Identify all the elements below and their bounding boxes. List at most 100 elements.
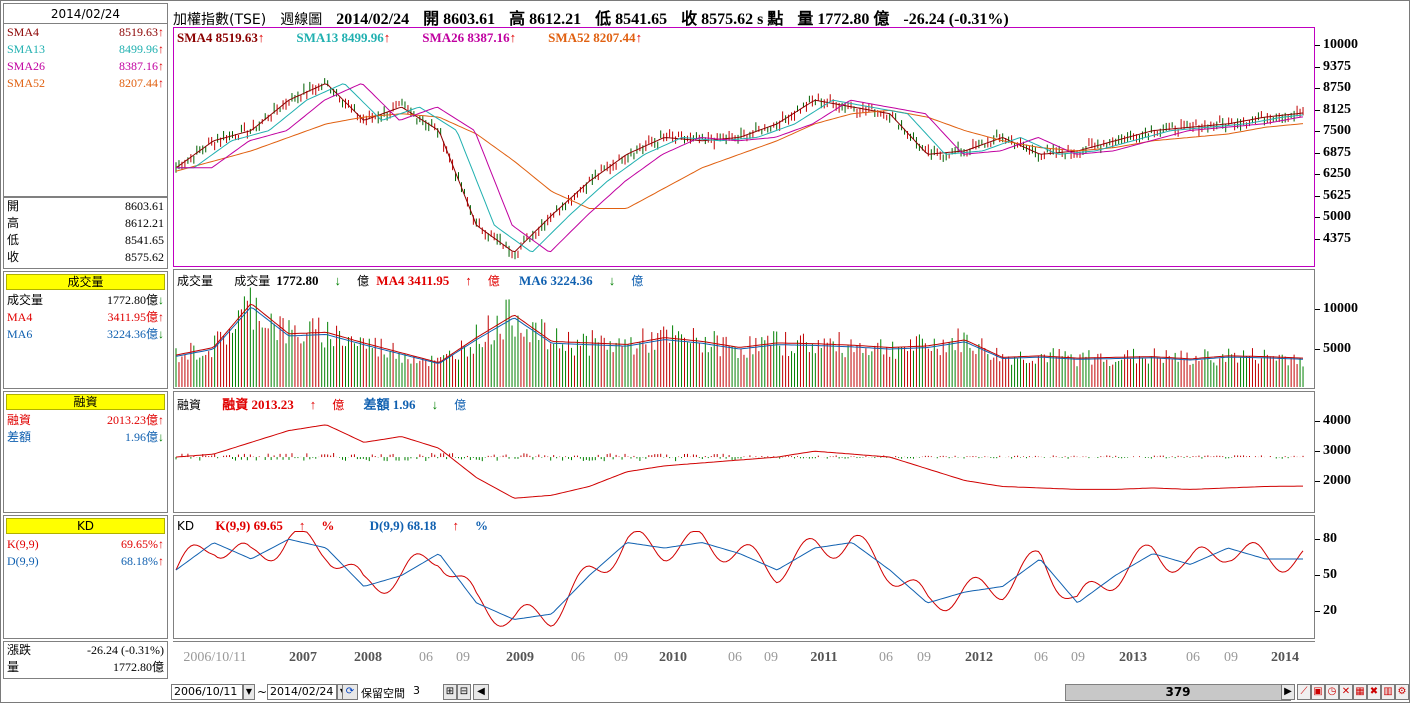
margin-list: 融資 2013.23億↑ 差額 1.96億↓ bbox=[4, 412, 167, 446]
ma4-line bbox=[175, 303, 1304, 363]
settings-icon[interactable]: ⚙ bbox=[1395, 684, 1409, 700]
volume-value: 3224.36億↓ bbox=[106, 327, 164, 341]
kd-title[interactable]: KD bbox=[6, 518, 165, 534]
y-tick-label: 80 bbox=[1315, 531, 1337, 546]
y-tick-label: 2000 bbox=[1315, 473, 1351, 488]
sma-line bbox=[176, 83, 1304, 253]
scroll-position[interactable]: 379 bbox=[1065, 684, 1291, 701]
x-tick-label: 06 bbox=[1186, 650, 1200, 665]
index-title: 加權指數(TSE) bbox=[173, 12, 267, 28]
kd-row: K(9,9) 69.65%↑ bbox=[4, 536, 167, 553]
arrow-up-icon: ↑ bbox=[158, 554, 164, 568]
arrow-up-icon: ↑ bbox=[158, 537, 164, 551]
arrow-up-icon: ↑ bbox=[158, 59, 164, 73]
y-tick-label: 3000 bbox=[1315, 443, 1351, 458]
end-date-input[interactable]: 2014/02/24 bbox=[267, 684, 337, 700]
ohlc-value: 8541.65 bbox=[125, 233, 164, 247]
volume-label: MA6 bbox=[7, 327, 33, 341]
start-date-input[interactable]: 2006/10/11 bbox=[171, 684, 243, 700]
quote-change: -26.24 (-0.31%) bbox=[903, 11, 1009, 28]
margin-panel[interactable]: 融資 融資 2013.23 ↑ 億 差額 1.96 ↓ 億 bbox=[173, 391, 1315, 513]
volume-panel[interactable]: 成交量 成交量 1772.80 ↓ 億 MA4 3411.95 ↑ 億 MA6 3224.… bbox=[173, 269, 1315, 389]
y-tick-label: 6250 bbox=[1315, 166, 1351, 182]
y-tick-label: 5625 bbox=[1315, 187, 1351, 203]
zoom-out-icon[interactable]: ⊟ bbox=[457, 684, 471, 700]
clock-icon[interactable]: ◷ bbox=[1325, 684, 1339, 700]
x-tick-label: 2012 bbox=[965, 650, 993, 665]
start-date-dropdown[interactable]: ▼ bbox=[243, 684, 255, 700]
scroll-right-button[interactable]: ▶ bbox=[1281, 684, 1295, 700]
ohlc-box: 開 8603.61 高 8612.21 低 8541.65 收 8575.62 bbox=[3, 197, 168, 269]
sma-line bbox=[176, 83, 1304, 253]
arrow-up-icon: ↑ bbox=[158, 310, 164, 324]
x-tick-label: 06 bbox=[1034, 650, 1048, 665]
volume-title[interactable]: 成交量 bbox=[6, 274, 165, 290]
x-tick-label: 2011 bbox=[810, 650, 838, 665]
y-tick-label: 9375 bbox=[1315, 58, 1351, 74]
quote-high: 高 8612.21 bbox=[509, 11, 582, 28]
quote-volume: 量 1772.80 億 bbox=[797, 11, 890, 28]
arrow-down-icon: ↓ bbox=[158, 293, 164, 307]
x-tick-label: 2009 bbox=[506, 650, 534, 665]
scroll-left-button[interactable]: ◀ bbox=[473, 684, 489, 700]
kd-panel[interactable]: KD K(9,9) 69.65 ↑% D(9,9) 68.18 ↑% bbox=[173, 515, 1315, 639]
arrow-up-icon: ↑ bbox=[509, 30, 517, 45]
volume-label: MA4 bbox=[7, 310, 33, 324]
kd-chart bbox=[175, 531, 1304, 627]
x-tick-label: 06 bbox=[728, 650, 742, 665]
reserve-space-value[interactable]: 3 bbox=[411, 684, 437, 700]
sma-row: SMA26 8387.16↑ bbox=[4, 58, 167, 75]
volume-row: MA4 3411.95億↑ bbox=[4, 309, 167, 326]
erase-icon[interactable]: ✖ bbox=[1367, 684, 1381, 700]
x-tick-label: 09 bbox=[1071, 650, 1085, 665]
volume-list: 成交量 1772.80億↓ MA4 3411.95億↑ MA6 3224.36億↓ bbox=[4, 292, 167, 343]
k-line bbox=[175, 531, 1304, 627]
ohlc-label: 低 bbox=[7, 233, 20, 247]
period-label: 週線圖 bbox=[280, 12, 323, 28]
y-tick-label: 50 bbox=[1315, 567, 1337, 582]
y-tick-label: 5000 bbox=[1315, 209, 1351, 225]
arrow-down-icon: ↓ bbox=[158, 327, 164, 341]
ohlc-row: 收 8575.62 bbox=[4, 249, 167, 266]
ohlc-row: 高 8612.21 bbox=[4, 215, 167, 232]
cross-icon[interactable]: ✕ bbox=[1339, 684, 1353, 700]
x-tick-label: 09 bbox=[1224, 650, 1238, 665]
apply-icon[interactable]: ⟳ bbox=[342, 684, 358, 700]
volume-row: 量 1772.80億 bbox=[7, 660, 164, 674]
arrow-up-icon: ↑ bbox=[635, 30, 643, 45]
sma-label: SMA52 bbox=[7, 76, 46, 90]
price-legend: SMA4 8519.63↑ SMA13 8499.96↑ SMA26 8387.16… bbox=[177, 30, 674, 46]
arrow-up-icon: ↑ bbox=[257, 30, 265, 45]
change-row: 漲跌 -26.24 (-0.31%) bbox=[7, 643, 164, 657]
bar-chart-icon[interactable]: ▥ bbox=[1381, 684, 1395, 700]
sma-label: SMA4 bbox=[7, 25, 40, 39]
y-tick-label: 4000 bbox=[1315, 413, 1351, 428]
price-chart bbox=[175, 78, 1304, 260]
quote-info-bar: 加權指數(TSE) 週線圖 2014/02/24 開 8603.61 高 861… bbox=[173, 5, 1019, 29]
line-tool-icon[interactable]: ⟋ bbox=[1297, 684, 1311, 700]
y-tick-label: 4375 bbox=[1315, 231, 1351, 246]
kd-label: K(9,9) bbox=[7, 537, 39, 551]
arrow-up-icon: ↑ bbox=[158, 413, 164, 427]
x-tick-label: 2013 bbox=[1119, 650, 1147, 665]
margin-chart bbox=[175, 424, 1304, 499]
zoom-in-icon[interactable]: ⊞ bbox=[443, 684, 457, 700]
y-tick-label: 8750 bbox=[1315, 80, 1351, 96]
x-tick-label: 2006/10/11 bbox=[183, 650, 247, 665]
x-tick-label: 09 bbox=[614, 650, 628, 665]
ma6-line bbox=[175, 307, 1304, 364]
price-y-axis: 10000 9375 8750 8125 7500 6875 6250 5625 5000 437… bbox=[1315, 27, 1407, 267]
x-tick-label: 2007 bbox=[289, 650, 317, 665]
volume-value: 1772.80億↓ bbox=[106, 293, 164, 307]
margin-title[interactable]: 融資 bbox=[6, 394, 165, 410]
sma-value: 8387.16↑ bbox=[119, 59, 164, 73]
calendar-icon[interactable]: ▣ bbox=[1311, 684, 1325, 700]
grid-icon[interactable]: ▦ bbox=[1353, 684, 1367, 700]
x-tick-label: 06 bbox=[571, 650, 585, 665]
price-legend-item: SMA4 8519.63↑ bbox=[177, 30, 265, 45]
price-panel[interactable]: SMA4 8519.63↑ SMA13 8499.96↑ SMA26 8387.16… bbox=[173, 27, 1315, 267]
sma-row: SMA52 8207.44↑ bbox=[4, 75, 167, 92]
ohlc-label: 收 bbox=[7, 250, 20, 264]
volume-row: 成交量 1772.80億↓ bbox=[4, 292, 167, 309]
